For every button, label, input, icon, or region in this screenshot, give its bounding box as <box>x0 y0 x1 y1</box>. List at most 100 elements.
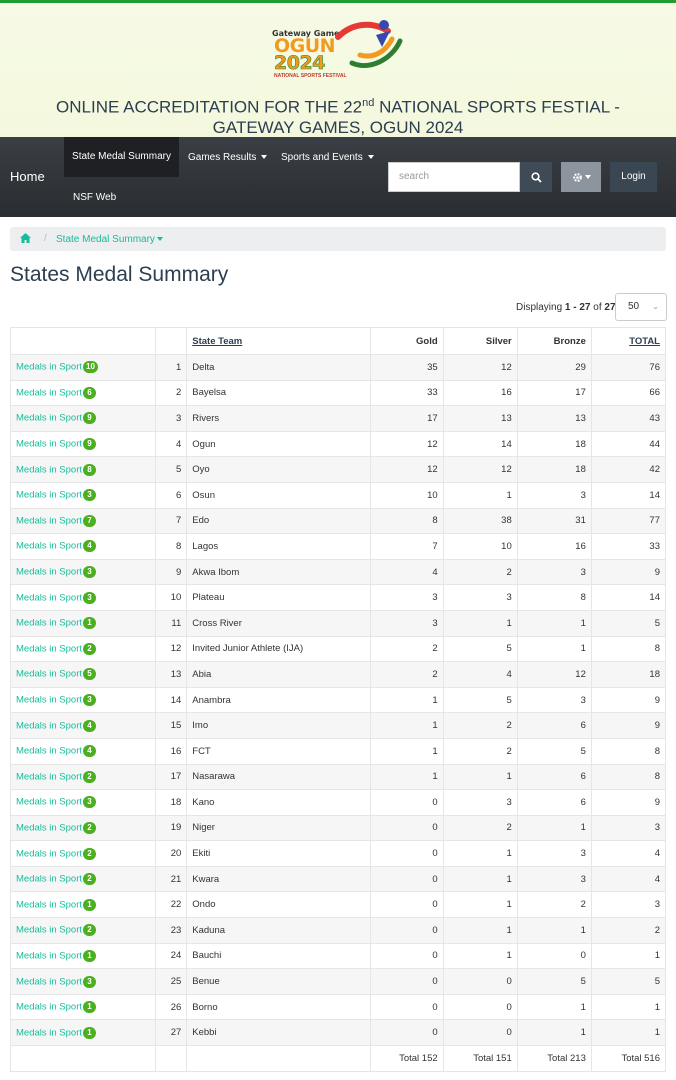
state-cell: Rivers <box>186 405 371 432</box>
settings-dropdown-button[interactable] <box>561 162 601 192</box>
medals-in-sport-link[interactable]: Medals in Sport 3 <box>9 481 157 509</box>
gold-cell: 3 <box>369 609 444 637</box>
state-cell: Kano <box>186 789 371 816</box>
total-cell: 8 <box>590 737 667 765</box>
medals-in-sport-link[interactable]: Medals in Sport 9 <box>9 430 157 458</box>
medals-in-sport-link[interactable]: Medals in Sport 2 <box>9 635 157 663</box>
medals-in-sport-link[interactable]: Medals in Sport 6 <box>9 379 157 407</box>
nav-sports-events[interactable]: Sports and Events <box>281 152 374 163</box>
silver-cell: 14 <box>442 430 518 458</box>
breadcrumb-separator: / <box>44 233 47 244</box>
medals-in-sport-link[interactable]: Medals in Sport 3 <box>9 789 157 816</box>
rank-cell: 22 <box>155 891 188 919</box>
nav-nsf-web[interactable]: NSF Web <box>73 192 117 203</box>
total-cell: 4 <box>590 865 667 893</box>
medals-in-sport-link[interactable]: Medals in Sport 8 <box>9 456 157 483</box>
silver-cell: 5 <box>442 686 518 714</box>
table-row: Medals in Sport 2 21 Kwara 0 1 3 4 <box>9 865 667 893</box>
medals-in-sport-link[interactable]: Medals in Sport 3 <box>9 686 157 714</box>
medals-in-sport-link[interactable]: Medals in Sport 1 <box>9 609 157 637</box>
festival-logo[interactable]: Gateway Games OGUN 2024 NATIONAL SPORTS … <box>262 15 408 83</box>
table-row: Medals in Sport 3 6 Osun 10 1 3 14 <box>9 481 667 509</box>
gold-cell: 1 <box>369 763 444 791</box>
medals-in-sport-link[interactable]: Medals in Sport 4 <box>9 533 157 560</box>
nav-state-medal-summary[interactable]: State Medal Summary <box>64 137 179 177</box>
total-cell: 5 <box>590 968 667 995</box>
sport-count-badge: 1 <box>83 617 97 630</box>
total-cell: 8 <box>590 763 667 791</box>
gold-cell: 1 <box>369 686 444 714</box>
silver-cell: 13 <box>442 405 518 432</box>
sport-count-badge: 3 <box>83 489 97 502</box>
total-cell: 42 <box>590 456 667 483</box>
silver-cell: 3 <box>442 584 518 611</box>
medals-in-sport-link[interactable]: Medals in Sport 1 <box>9 942 157 970</box>
medals-in-sport-link[interactable]: Medals in Sport 1 <box>9 891 157 919</box>
rank-cell: 6 <box>155 481 188 509</box>
table-row: Medals in Sport 1 22 Ondo 0 1 2 3 <box>9 891 667 919</box>
state-cell: Osun <box>186 481 371 509</box>
medals-in-sport-link[interactable]: Medals in Sport 5 <box>9 661 157 688</box>
state-cell: Plateau <box>186 584 371 611</box>
rank-cell: 13 <box>155 661 188 688</box>
medals-in-sport-link[interactable]: Medals in Sport 2 <box>9 814 157 842</box>
bronze-cell: 2 <box>516 891 592 919</box>
state-cell: Kaduna <box>186 917 371 944</box>
table-row: Medals in Sport 3 10 Plateau 3 3 8 14 <box>9 584 667 611</box>
medals-in-sport-link[interactable]: Medals in Sport 4 <box>9 737 157 765</box>
medals-in-sport-link[interactable]: Medals in Sport 3 <box>9 968 157 995</box>
gold-cell: 10 <box>369 481 444 509</box>
silver-cell: 1 <box>442 917 518 944</box>
table-row: Medals in Sport 4 16 FCT 1 2 5 8 <box>9 737 667 765</box>
col-header-bronze: Bronze <box>516 327 592 355</box>
breadcrumb-current[interactable]: State Medal Summary <box>56 234 163 245</box>
search-input[interactable]: search <box>388 162 520 192</box>
medals-in-sport-link[interactable]: Medals in Sport 3 <box>9 584 157 611</box>
search-icon <box>530 171 542 183</box>
sport-count-badge: 2 <box>83 924 97 937</box>
medals-in-sport-link[interactable]: Medals in Sport 7 <box>9 507 157 535</box>
table-row: Medals in Sport 2 19 Niger 0 2 1 3 <box>9 814 667 842</box>
silver-cell: 0 <box>442 993 518 1021</box>
sport-count-badge: 2 <box>83 770 97 783</box>
nav-games-results[interactable]: Games Results <box>188 152 268 163</box>
state-cell: Abia <box>186 661 371 688</box>
sport-count-badge: 3 <box>83 975 97 988</box>
total-cell: 3 <box>590 891 667 919</box>
gear-icon <box>572 172 582 182</box>
table-row: Medals in Sport 3 25 Benue 0 0 5 5 <box>9 968 667 995</box>
chevron-down-icon <box>584 175 591 179</box>
page-size-select[interactable]: 50 ⌄ <box>615 293 667 321</box>
medals-in-sport-link[interactable]: Medals in Sport 2 <box>9 917 157 944</box>
home-icon[interactable] <box>20 233 31 243</box>
rank-cell: 27 <box>155 1019 188 1047</box>
login-button[interactable]: Login <box>610 162 657 192</box>
medals-in-sport-link[interactable]: Medals in Sport 1 <box>9 1019 157 1047</box>
col-header-total[interactable]: TOTAL <box>590 327 667 355</box>
chevron-down-icon <box>367 155 374 160</box>
medals-in-sport-link[interactable]: Medals in Sport 3 <box>9 558 157 586</box>
table-row: Medals in Sport 4 8 Lagos 7 10 16 33 <box>9 533 667 560</box>
total-cell: 9 <box>590 686 667 714</box>
sport-count-badge: 4 <box>83 540 97 553</box>
sport-count-badge: 10 <box>83 361 98 374</box>
total-cell: 4 <box>590 840 667 867</box>
sport-count-badge: 9 <box>83 438 97 451</box>
medals-in-sport-link[interactable]: Medals in Sport 9 <box>9 405 157 432</box>
bronze-cell: 3 <box>516 865 592 893</box>
medals-in-sport-link[interactable]: Medals in Sport 2 <box>9 865 157 893</box>
medals-in-sport-link[interactable]: Medals in Sport 2 <box>9 763 157 791</box>
nav-home-link[interactable]: Home <box>10 169 45 184</box>
search-button[interactable] <box>520 162 552 192</box>
col-header-state-team[interactable]: State Team <box>186 327 371 355</box>
total-cell: 66 <box>590 379 667 407</box>
medals-in-sport-link[interactable]: Medals in Sport 1 <box>9 993 157 1021</box>
silver-cell: 1 <box>442 481 518 509</box>
rank-cell: 7 <box>155 507 188 535</box>
rank-cell: 5 <box>155 456 188 483</box>
medals-in-sport-link[interactable]: Medals in Sport 4 <box>9 712 157 739</box>
medals-in-sport-link[interactable]: Medals in Sport 2 <box>9 840 157 867</box>
medals-in-sport-link[interactable]: Medals in Sport 10 <box>9 354 157 381</box>
total-cell: 5 <box>590 609 667 637</box>
chevron-down-icon <box>156 237 163 242</box>
